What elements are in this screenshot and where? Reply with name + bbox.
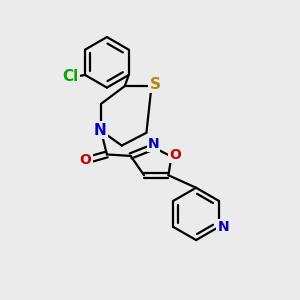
Text: O: O bbox=[80, 152, 92, 167]
Text: Cl: Cl bbox=[63, 69, 79, 84]
Text: O: O bbox=[169, 148, 181, 162]
Text: N: N bbox=[94, 123, 107, 138]
Text: N: N bbox=[218, 220, 229, 234]
Text: N: N bbox=[148, 137, 159, 151]
Text: S: S bbox=[150, 77, 160, 92]
